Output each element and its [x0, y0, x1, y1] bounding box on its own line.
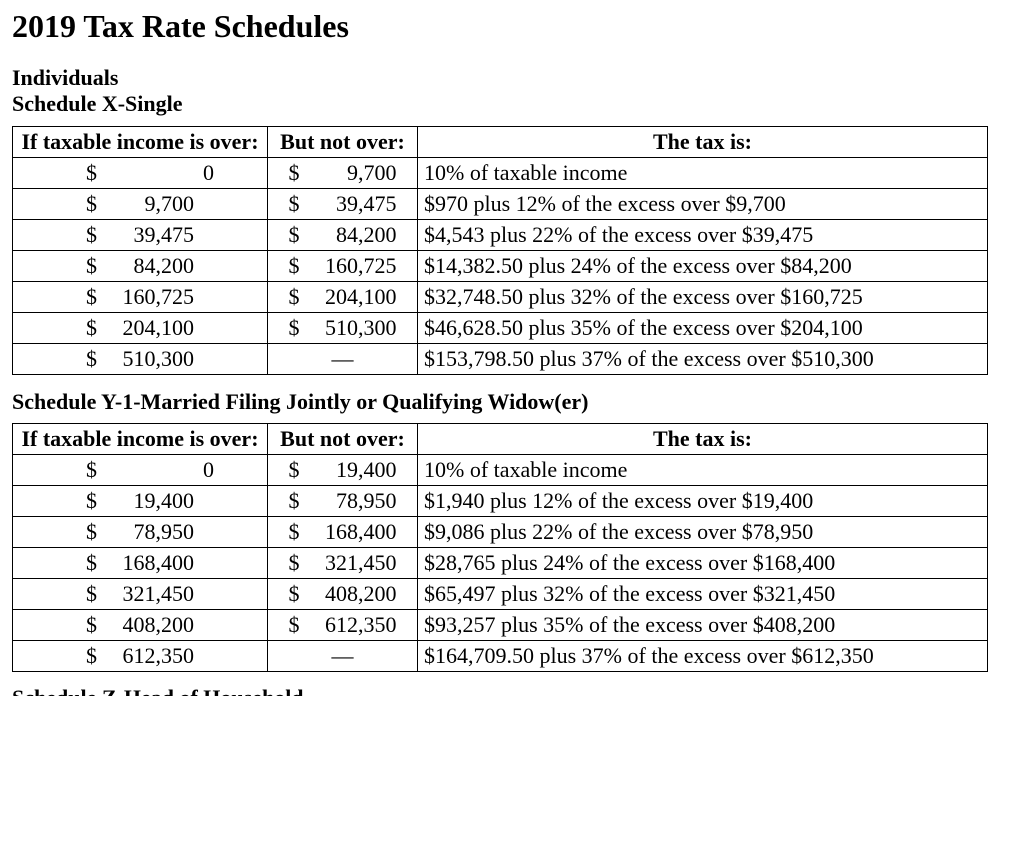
table-cell: $ 78,950 — [268, 486, 418, 517]
table-row: $ 78,950$168,400$9,086 plus 22% of the e… — [13, 517, 988, 548]
col-header-notover: But not over: — [268, 126, 418, 157]
table-cell: $1,940 plus 12% of the excess over $19,4… — [418, 486, 988, 517]
table-row: $204,100$510,300$46,628.50 plus 35% of t… — [13, 312, 988, 343]
schedule-y1-table: If taxable income is over: But not over:… — [12, 423, 988, 672]
col-header-tax: The tax is: — [418, 424, 988, 455]
schedule-y1-body: $ 0$ 19,40010% of taxable income$ 19,400… — [13, 455, 988, 672]
table-row: $160,725$204,100$32,748.50 plus 32% of t… — [13, 281, 988, 312]
table-cell: $ 78,950 — [13, 517, 268, 548]
table-row: $612,350—$164,709.50 plus 37% of the exc… — [13, 641, 988, 672]
table-row: $ 19,400$ 78,950$1,940 plus 12% of the e… — [13, 486, 988, 517]
table-cell: $ 19,400 — [13, 486, 268, 517]
table-cell: $ 0 — [13, 455, 268, 486]
table-cell: 10% of taxable income — [418, 157, 988, 188]
table-cell: $612,350 — [268, 610, 418, 641]
table-cell: — — [268, 343, 418, 374]
individuals-line: Individuals — [12, 65, 1012, 91]
schedule-x-body: $ 0$ 9,70010% of taxable income$ 9,700$ … — [13, 157, 988, 374]
page-title: 2019 Tax Rate Schedules — [12, 8, 1012, 45]
table-cell: $ 0 — [13, 157, 268, 188]
table-cell: $160,725 — [268, 250, 418, 281]
table-cell: $46,628.50 plus 35% of the excess over $… — [418, 312, 988, 343]
table-cell: $408,200 — [13, 610, 268, 641]
col-header-tax: The tax is: — [418, 126, 988, 157]
table-cell: $ 19,400 — [268, 455, 418, 486]
schedule-x-heading: Schedule X-Single — [12, 91, 1012, 117]
table-row: $168,400$321,450$28,765 plus 24% of the … — [13, 548, 988, 579]
table-cell: $ 39,475 — [13, 219, 268, 250]
table-cell: $612,350 — [13, 641, 268, 672]
table-row: $510,300—$153,798.50 plus 37% of the exc… — [13, 343, 988, 374]
table-cell: $970 plus 12% of the excess over $9,700 — [418, 188, 988, 219]
table-cell: $9,086 plus 22% of the excess over $78,9… — [418, 517, 988, 548]
table-cell: $510,300 — [13, 343, 268, 374]
table-row: $ 0$ 19,40010% of taxable income — [13, 455, 988, 486]
table-cell: $4,543 plus 22% of the excess over $39,4… — [418, 219, 988, 250]
table-cell: $ 9,700 — [13, 188, 268, 219]
table-cell: $ 84,200 — [268, 219, 418, 250]
table-cell: $65,497 plus 32% of the excess over $321… — [418, 579, 988, 610]
table-row: $ 9,700$ 39,475$970 plus 12% of the exce… — [13, 188, 988, 219]
table-row: $ 84,200$160,725$14,382.50 plus 24% of t… — [13, 250, 988, 281]
schedule-y1-heading: Schedule Y-1-Married Filing Jointly or Q… — [12, 389, 1012, 415]
schedule-x-table: If taxable income is over: But not over:… — [12, 126, 988, 375]
table-cell: — — [268, 641, 418, 672]
table-row: $321,450$408,200$65,497 plus 32% of the … — [13, 579, 988, 610]
table-cell: $510,300 — [268, 312, 418, 343]
col-header-over: If taxable income is over: — [13, 424, 268, 455]
table-cell: $ 84,200 — [13, 250, 268, 281]
table-cell: $153,798.50 plus 37% of the excess over … — [418, 343, 988, 374]
table-cell: $204,100 — [268, 281, 418, 312]
table-row: $408,200$612,350$93,257 plus 35% of the … — [13, 610, 988, 641]
table-cell: $ 9,700 — [268, 157, 418, 188]
table-cell: $321,450 — [268, 548, 418, 579]
table-row: $ 39,475$ 84,200$4,543 plus 22% of the e… — [13, 219, 988, 250]
table-cell: $204,100 — [13, 312, 268, 343]
table-cell: $ 39,475 — [268, 188, 418, 219]
table-cell: $28,765 plus 24% of the excess over $168… — [418, 548, 988, 579]
col-header-notover: But not over: — [268, 424, 418, 455]
table-cell: $321,450 — [13, 579, 268, 610]
table-cell: $168,400 — [13, 548, 268, 579]
table-cell: $14,382.50 plus 24% of the excess over $… — [418, 250, 988, 281]
table-cell: $408,200 — [268, 579, 418, 610]
table-cell: $93,257 plus 35% of the excess over $408… — [418, 610, 988, 641]
cutoff-heading: Schedule Z-Head of Household — [12, 686, 1012, 696]
table-row: $ 0$ 9,70010% of taxable income — [13, 157, 988, 188]
table-cell: 10% of taxable income — [418, 455, 988, 486]
table-cell: $168,400 — [268, 517, 418, 548]
col-header-over: If taxable income is over: — [13, 126, 268, 157]
table-cell: $164,709.50 plus 37% of the excess over … — [418, 641, 988, 672]
table-cell: $32,748.50 plus 32% of the excess over $… — [418, 281, 988, 312]
table-cell: $160,725 — [13, 281, 268, 312]
